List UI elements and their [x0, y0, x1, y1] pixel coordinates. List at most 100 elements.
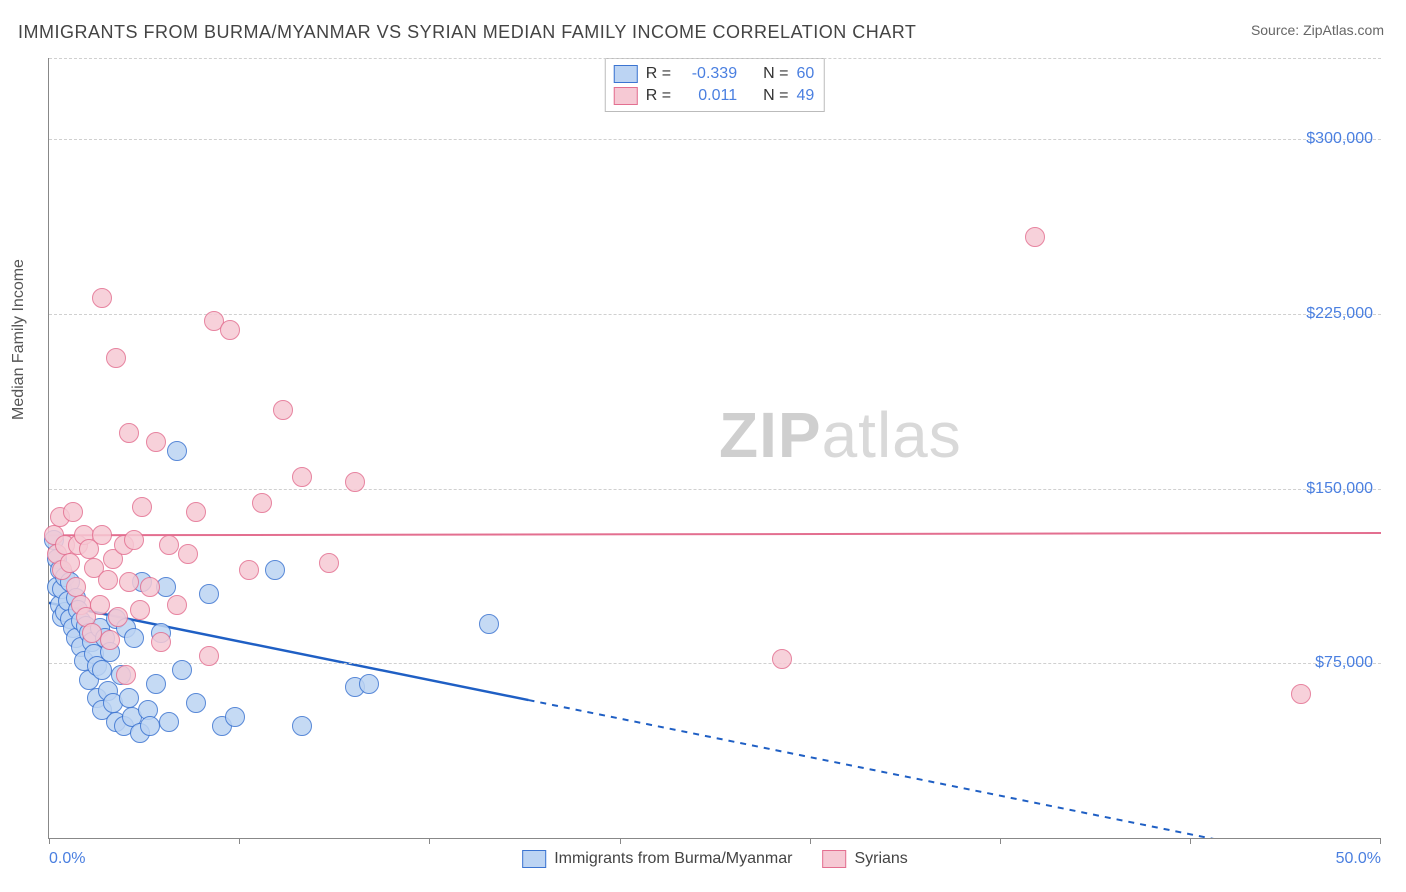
- data-point: [1025, 227, 1045, 247]
- watermark-atlas: atlas: [822, 399, 962, 471]
- data-point: [124, 628, 144, 648]
- legend-swatch: [614, 65, 638, 83]
- x-tick: [1190, 838, 1191, 844]
- legend-n-value: 49: [796, 87, 814, 105]
- source-link[interactable]: ZipAtlas.com: [1303, 22, 1384, 38]
- data-point: [116, 665, 136, 685]
- data-point: [292, 467, 312, 487]
- data-point: [106, 348, 126, 368]
- data-point: [319, 553, 339, 573]
- x-tick: [1000, 838, 1001, 844]
- data-point: [146, 432, 166, 452]
- data-point: [167, 441, 187, 461]
- plot-area: ZIPatlas R = -0.339 N = 60 R = 0.011 N = 49 0.0…: [48, 58, 1381, 839]
- data-point: [92, 660, 112, 680]
- legend-correlation-row: R = -0.339 N = 60: [614, 63, 814, 85]
- trendlines-layer: [49, 58, 1381, 838]
- x-tick: [810, 838, 811, 844]
- data-point: [159, 535, 179, 555]
- data-point: [151, 632, 171, 652]
- chart-title: IMMIGRANTS FROM BURMA/MYANMAR VS SYRIAN …: [18, 22, 916, 43]
- x-tick: [429, 838, 430, 844]
- gridline: [49, 314, 1381, 315]
- data-point: [108, 607, 128, 627]
- data-point: [292, 716, 312, 736]
- data-point: [63, 502, 83, 522]
- data-point: [220, 320, 240, 340]
- data-point: [239, 560, 259, 580]
- legend-n-label: N =: [763, 87, 788, 105]
- data-point: [92, 288, 112, 308]
- legend-swatch: [614, 87, 638, 105]
- data-point: [66, 577, 86, 597]
- data-point: [1291, 684, 1311, 704]
- data-point: [98, 570, 118, 590]
- data-point: [140, 577, 160, 597]
- data-point: [172, 660, 192, 680]
- data-point: [130, 600, 150, 620]
- legend-series-item: Syrians: [822, 850, 907, 868]
- data-point: [100, 630, 120, 650]
- correlation-legend: R = -0.339 N = 60 R = 0.011 N = 49: [605, 58, 825, 112]
- legend-series-item: Immigrants from Burma/Myanmar: [522, 850, 792, 868]
- source-attribution: Source: ZipAtlas.com: [1251, 22, 1384, 38]
- data-point: [92, 525, 112, 545]
- legend-r-label: R =: [646, 65, 671, 83]
- legend-series-name: Syrians: [854, 850, 907, 868]
- data-point: [124, 530, 144, 550]
- data-point: [225, 707, 245, 727]
- chart-container: IMMIGRANTS FROM BURMA/MYANMAR VS SYRIAN …: [0, 0, 1406, 892]
- data-point: [146, 674, 166, 694]
- legend-n-value: 60: [796, 65, 814, 83]
- data-point: [186, 693, 206, 713]
- legend-r-value: -0.339: [679, 65, 737, 83]
- gridline: [49, 489, 1381, 490]
- trendline: [49, 533, 1381, 535]
- legend-correlation-row: R = 0.011 N = 49: [614, 85, 814, 107]
- y-tick-label: $225,000: [1306, 305, 1373, 323]
- data-point: [345, 472, 365, 492]
- trendline-extrapolated: [529, 700, 1381, 838]
- data-point: [119, 688, 139, 708]
- y-tick-label: $150,000: [1306, 480, 1373, 498]
- legend-n-label: N =: [763, 65, 788, 83]
- gridline: [49, 139, 1381, 140]
- data-point: [479, 614, 499, 634]
- data-point: [186, 502, 206, 522]
- data-point: [132, 497, 152, 517]
- x-tick: [1380, 838, 1381, 844]
- data-point: [119, 572, 139, 592]
- data-point: [252, 493, 272, 513]
- data-point: [178, 544, 198, 564]
- data-point: [159, 712, 179, 732]
- data-point: [273, 400, 293, 420]
- gridline: [49, 58, 1381, 59]
- legend-r-label: R =: [646, 87, 671, 105]
- data-point: [199, 646, 219, 666]
- y-tick-label: $300,000: [1306, 130, 1373, 148]
- legend-swatch: [822, 850, 846, 868]
- y-tick-label: $75,000: [1315, 654, 1373, 672]
- series-legend: Immigrants from Burma/Myanmar Syrians: [522, 850, 908, 868]
- data-point: [140, 716, 160, 736]
- gridline: [49, 663, 1381, 664]
- legend-swatch: [522, 850, 546, 868]
- data-point: [359, 674, 379, 694]
- watermark: ZIPatlas: [719, 398, 962, 472]
- data-point: [167, 595, 187, 615]
- x-axis-max-label: 50.0%: [1336, 850, 1381, 868]
- legend-r-value: 0.011: [679, 87, 737, 105]
- y-axis-label: Median Family Income: [10, 259, 28, 420]
- source-prefix: Source:: [1251, 22, 1303, 38]
- watermark-zip: ZIP: [719, 399, 822, 471]
- data-point: [772, 649, 792, 669]
- data-point: [90, 595, 110, 615]
- legend-series-name: Immigrants from Burma/Myanmar: [554, 850, 792, 868]
- x-tick: [620, 838, 621, 844]
- x-axis-min-label: 0.0%: [49, 850, 85, 868]
- data-point: [199, 584, 219, 604]
- data-point: [60, 553, 80, 573]
- x-tick: [239, 838, 240, 844]
- data-point: [82, 623, 102, 643]
- x-tick: [49, 838, 50, 844]
